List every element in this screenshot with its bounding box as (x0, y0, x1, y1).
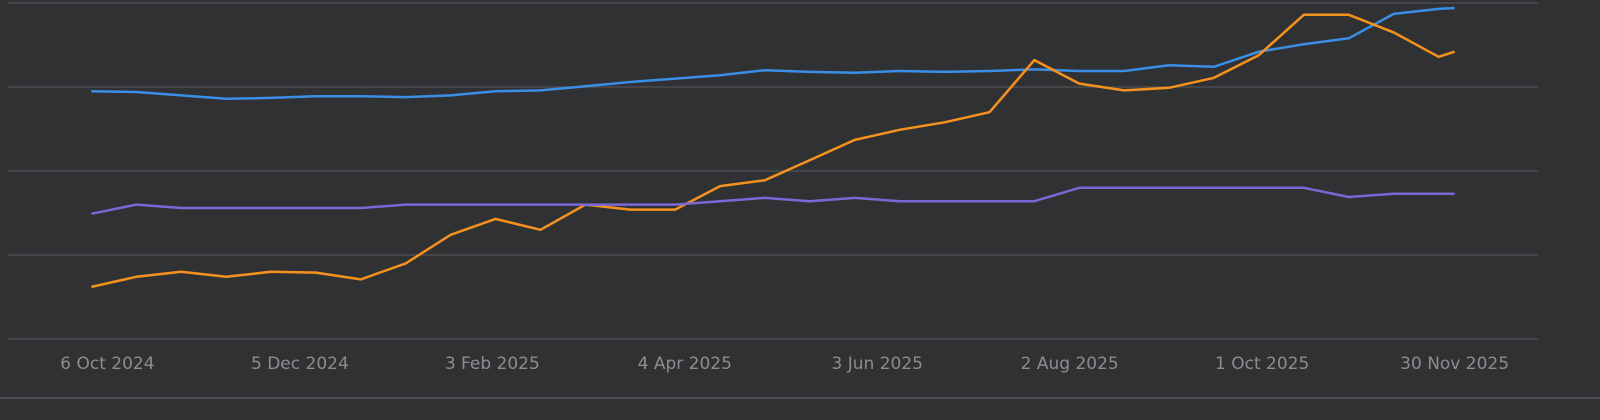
x-tick-label: 3 Feb 2025 (445, 354, 540, 374)
x-tick-label: 6 Oct 2024 (60, 354, 154, 374)
series-line (91, 6, 1455, 101)
series-line (91, 186, 1455, 216)
x-tick-label: 3 Jun 2025 (832, 354, 923, 374)
x-tick-label: 4 Apr 2025 (638, 354, 732, 374)
x-tick-label: 5 Dec 2024 (251, 354, 349, 374)
x-tick-label: 30 Nov 2025 (1400, 354, 1509, 374)
series-line (91, 13, 1455, 289)
x-tick-label: 1 Oct 2025 (1215, 354, 1309, 374)
x-tick-label: 2 Aug 2025 (1021, 354, 1119, 374)
